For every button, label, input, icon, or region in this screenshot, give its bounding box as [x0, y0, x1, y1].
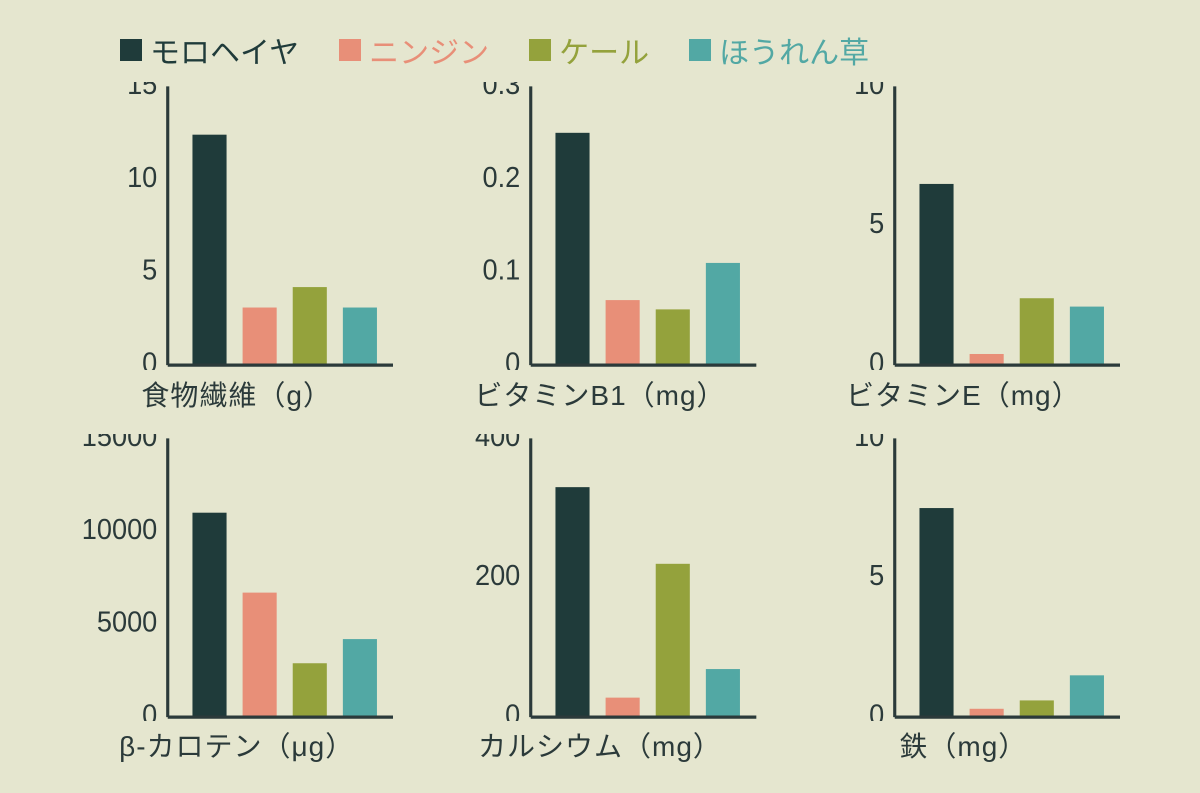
svg-text:0: 0 [506, 699, 521, 721]
chart-grid: 0 5 10 15 食物繊維（g） 0 0.1 0.2 0.3 ビタミンB1（mg） 0 5 1… [80, 82, 1120, 765]
chart-title: β-カロテン（μg） [80, 725, 393, 765]
legend: モロヘイヤ ニンジン ケール ほうれん草 [120, 28, 1120, 72]
bar [293, 663, 327, 717]
chart-plot: 0 5 10 [807, 82, 1120, 370]
chart-vite: 0 5 10 ビタミンE（mg） [807, 82, 1120, 414]
chart-title: ビタミンB1（mg） [443, 374, 756, 414]
bar [706, 263, 740, 365]
swatch-icon [689, 39, 711, 61]
bar [343, 639, 377, 717]
svg-text:0: 0 [506, 347, 521, 369]
legend-label: モロヘイヤ [150, 28, 299, 72]
chart-fiber: 0 5 10 15 食物繊維（g） [80, 82, 393, 414]
swatch-icon [120, 39, 142, 61]
legend-item-ninjin: ニンジン [339, 28, 489, 72]
svg-text:0.3: 0.3 [483, 82, 521, 100]
svg-text:0.2: 0.2 [483, 161, 521, 193]
chart-plot: 0 200 400 [443, 434, 756, 722]
chart-title: 鉄（mg） [807, 725, 1120, 765]
legend-label: ケール [559, 28, 649, 72]
svg-text:5: 5 [869, 208, 884, 240]
chart-iron: 0 5 10 鉄（mg） [807, 434, 1120, 766]
bar [192, 512, 226, 716]
svg-text:5000: 5000 [97, 606, 157, 638]
legend-label: ニンジン [369, 28, 489, 72]
svg-text:200: 200 [475, 559, 520, 591]
legend-item-moroheiya: モロヘイヤ [120, 28, 299, 72]
bar [656, 563, 690, 716]
bar [1070, 675, 1104, 717]
bar [1019, 700, 1053, 717]
chart-title: カルシウム（mg） [443, 725, 756, 765]
chart-plot: 0 5 10 [807, 434, 1120, 722]
bar [919, 508, 953, 717]
swatch-icon [529, 39, 551, 61]
svg-text:10: 10 [127, 161, 157, 193]
svg-text:10: 10 [854, 82, 884, 100]
svg-text:10000: 10000 [82, 513, 157, 545]
chart-title: 食物繊維（g） [80, 374, 393, 414]
svg-text:0.1: 0.1 [483, 254, 521, 286]
chart-plot: 0 5000 10000 15000 [80, 434, 393, 722]
swatch-icon [339, 39, 361, 61]
bar [243, 308, 277, 366]
bar [1070, 307, 1104, 366]
svg-text:5: 5 [142, 254, 157, 286]
legend-label: ほうれん草 [719, 28, 869, 72]
bar [293, 287, 327, 365]
svg-text:5: 5 [869, 559, 884, 591]
bar [706, 669, 740, 717]
bar [606, 697, 640, 717]
bar [1019, 298, 1053, 365]
svg-text:10: 10 [854, 434, 884, 452]
chart-plot: 0 0.1 0.2 0.3 [443, 82, 756, 370]
bar [243, 592, 277, 717]
bar [656, 309, 690, 365]
svg-text:0: 0 [869, 699, 884, 721]
svg-text:400: 400 [475, 434, 520, 452]
bar [919, 184, 953, 365]
svg-text:15000: 15000 [82, 434, 157, 452]
bar [556, 133, 590, 365]
chart-plot: 0 5 10 15 [80, 82, 393, 370]
bar [969, 354, 1003, 365]
svg-text:0: 0 [142, 699, 157, 721]
bar [343, 308, 377, 366]
bar [192, 135, 226, 365]
bar [606, 300, 640, 365]
bar [556, 487, 590, 717]
legend-item-kale: ケール [529, 28, 649, 72]
svg-text:0: 0 [142, 347, 157, 369]
svg-text:0: 0 [869, 347, 884, 369]
chart-calcium: 0 200 400 カルシウム（mg） [443, 434, 756, 766]
chart-vitb1: 0 0.1 0.2 0.3 ビタミンB1（mg） [443, 82, 756, 414]
svg-text:15: 15 [127, 82, 157, 100]
page: モロヘイヤ ニンジン ケール ほうれん草 0 5 10 15 食物繊維（g） 0 0.1… [0, 0, 1200, 793]
legend-item-hourensou: ほうれん草 [689, 28, 869, 72]
chart-betacarotene: 0 5000 10000 15000 β-カロテン（μg） [80, 434, 393, 766]
chart-title: ビタミンE（mg） [807, 374, 1120, 414]
